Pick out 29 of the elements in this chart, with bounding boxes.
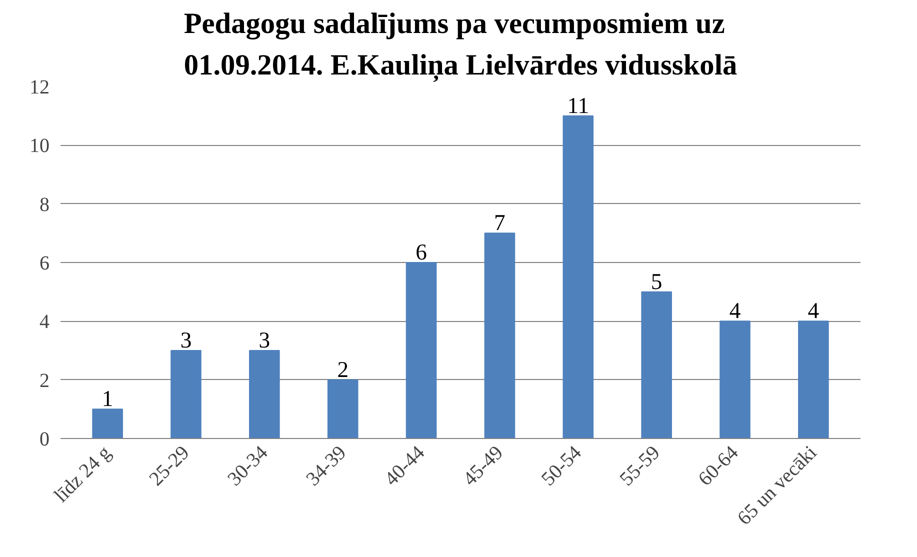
data-label: 3 [258, 328, 270, 352]
data-label: 11 [567, 92, 590, 118]
data-label: 4 [808, 298, 820, 324]
bar [798, 320, 829, 438]
y-tick-label: 12 [30, 76, 50, 98]
x-tick-label: līdz 24 g [50, 442, 116, 507]
bar [170, 350, 202, 438]
y-tick-label: 2 [40, 370, 50, 392]
y-tick-label: 10 [30, 135, 50, 158]
data-label: 2 [337, 356, 349, 382]
bar [327, 379, 358, 438]
bar [249, 350, 280, 438]
data-label: 3 [180, 328, 192, 352]
data-label: 5 [650, 268, 662, 294]
data-label: 7 [494, 210, 506, 236]
y-tick-label: 0 [40, 428, 50, 450]
bar [641, 291, 672, 438]
data-label: 4 [729, 298, 741, 324]
y-tick-label: 4 [40, 311, 50, 334]
data-label: 6 [416, 240, 427, 264]
bar [92, 408, 123, 438]
chart-title: Pedagogu sadalījums pa vecumposmiem uz 01.09.2014. E.Kauliņa Lielvārdes vidusskolā [184, 8, 738, 82]
data-label: 1 [102, 386, 114, 412]
y-tick-label: 8 [40, 194, 50, 216]
bar [406, 262, 437, 438]
y-tick-label: 6 [40, 252, 50, 274]
bar [484, 232, 516, 438]
bar [720, 320, 750, 438]
bar [562, 115, 594, 438]
